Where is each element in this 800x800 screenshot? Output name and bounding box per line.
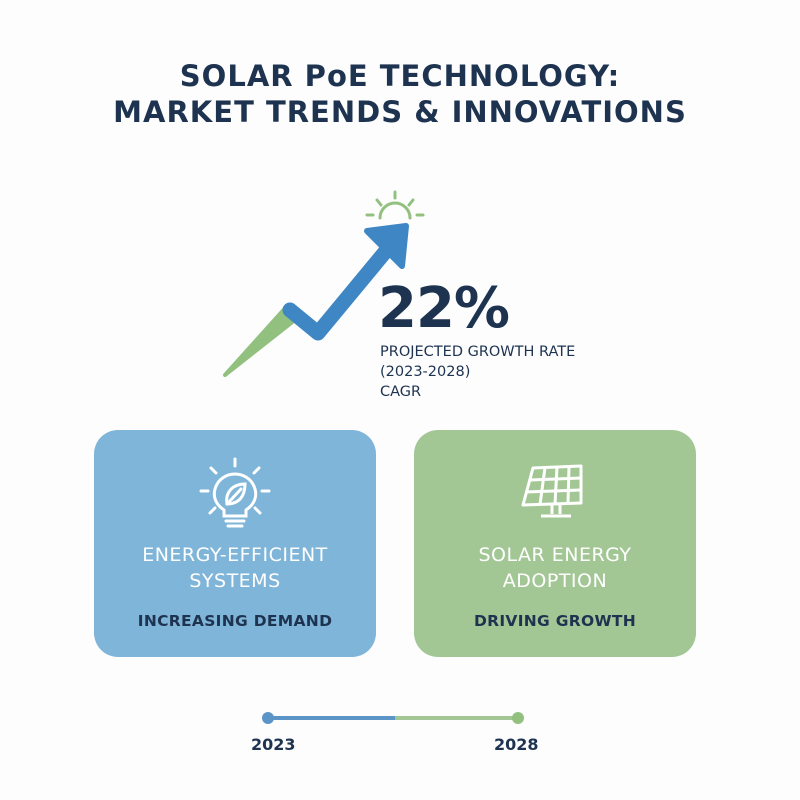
growth-label-line-2: (2023-2028) xyxy=(380,364,471,380)
card-title: SOLAR ENERGY ADOPTION xyxy=(414,542,696,594)
growth-label-line-1: PROJECTED GROWTH RATE xyxy=(380,344,576,360)
card-subtitle: INCREASING DEMAND xyxy=(137,612,333,630)
card-title-line-2: ADOPTION xyxy=(502,570,608,592)
timeline-start-dot xyxy=(262,712,274,724)
card-energy-efficient: ENERGY-EFFICIENT SYSTEMS INCREASING DEMA… xyxy=(94,430,376,657)
timeline-end-label: 2028 xyxy=(494,735,539,754)
trend-arrow-icon xyxy=(223,223,409,377)
card-title-line-2: SYSTEMS xyxy=(189,570,281,592)
title-line-1: SOLAR PoE TECHNOLOGY: xyxy=(179,59,621,93)
page-title: SOLAR PoE TECHNOLOGY: MARKET TRENDS & IN… xyxy=(0,58,800,130)
timeline-start-label: 2023 xyxy=(251,735,296,754)
card-title-line-1: ENERGY-EFFICIENT xyxy=(142,544,328,566)
solar-panel-icon xyxy=(521,464,583,518)
growth-label-line-3: CAGR xyxy=(380,384,422,400)
growth-rate-label: PROJECTED GROWTH RATE (2023-2028) CAGR xyxy=(380,342,575,402)
card-title-line-1: SOLAR ENERGY xyxy=(478,544,632,566)
card-subtitle: DRIVING GROWTH xyxy=(473,612,637,630)
card-title: ENERGY-EFFICIENT SYSTEMS xyxy=(94,542,376,594)
lightbulb-leaf-icon xyxy=(199,457,271,528)
growth-rate-value: 22% xyxy=(378,276,510,341)
title-line-2: MARKET TRENDS & INNOVATIONS xyxy=(113,95,687,129)
card-solar-adoption: SOLAR ENERGY ADOPTION DRIVING GROWTH xyxy=(414,430,696,657)
timeline-end-dot xyxy=(512,712,524,724)
timeline xyxy=(262,712,524,724)
sun-icon xyxy=(365,190,425,220)
